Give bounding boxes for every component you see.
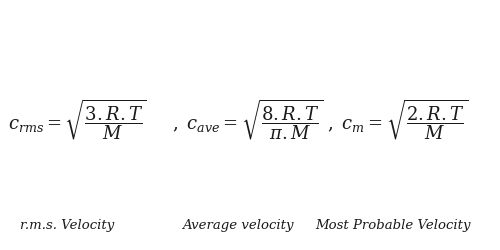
Text: $,\ c_{ave} = \sqrt{\dfrac{8.R.T}{\pi.M}}$: $,\ c_{ave} = \sqrt{\dfrac{8.R.T}{\pi.M}… [172,98,323,142]
Text: $c_{rms} = \sqrt{\dfrac{3.R.T}{M}}$: $c_{rms} = \sqrt{\dfrac{3.R.T}{M}}$ [8,98,147,142]
Text: r.m.s. Velocity: r.m.s. Velocity [20,218,114,232]
Text: Average velocity: Average velocity [182,218,293,232]
Text: Most Probable Velocity: Most Probable Velocity [315,218,470,232]
Text: $,\ c_{m} = \sqrt{\dfrac{2.R.T}{M}}$: $,\ c_{m} = \sqrt{\dfrac{2.R.T}{M}}$ [327,98,468,142]
